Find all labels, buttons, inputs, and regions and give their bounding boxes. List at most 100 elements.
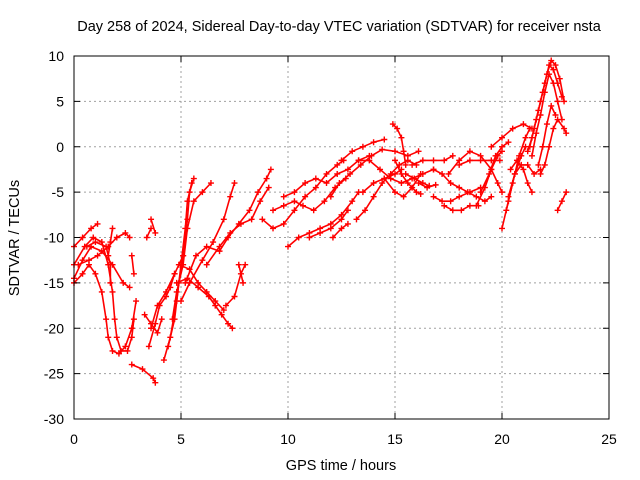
data-point	[456, 184, 463, 191]
data-point	[334, 170, 341, 177]
series-trace	[146, 227, 152, 239]
data-point	[424, 184, 431, 191]
data-point	[248, 216, 255, 223]
y-tick-label: -15	[44, 275, 64, 291]
data-point	[477, 189, 484, 196]
data-point	[240, 279, 247, 286]
series-arc-56	[528, 71, 565, 159]
data-point	[355, 157, 362, 164]
data-point	[368, 152, 375, 159]
data-point	[477, 157, 484, 164]
series-arc-19	[175, 261, 227, 314]
data-point	[103, 243, 110, 250]
series-trace	[432, 168, 493, 202]
data-point	[439, 170, 446, 177]
data-point	[323, 180, 330, 187]
data-point	[546, 143, 553, 150]
data-point	[548, 57, 555, 64]
data-point	[133, 298, 140, 305]
data-point	[107, 261, 114, 268]
series-arc-8	[128, 252, 137, 277]
data-point	[456, 193, 463, 200]
series-arc-26	[270, 175, 349, 214]
data-point	[90, 234, 97, 241]
data-point	[130, 270, 137, 277]
data-point	[216, 243, 223, 250]
x-tick-label: 25	[601, 431, 617, 447]
series-trace	[131, 363, 157, 384]
series-arc-50	[499, 143, 529, 232]
y-tick-label: -5	[52, 184, 65, 200]
series-arc-38	[392, 157, 424, 197]
y-tick-label: -30	[44, 411, 64, 427]
data-point	[550, 66, 557, 73]
series-arc-6	[83, 239, 114, 286]
data-point	[370, 193, 377, 200]
data-point	[537, 111, 544, 118]
data-point	[270, 207, 277, 214]
data-point	[400, 148, 407, 155]
data-point	[344, 166, 351, 173]
series-arc-7	[105, 225, 116, 259]
series-arc-21	[182, 166, 274, 286]
series-trace	[175, 277, 234, 330]
series-arc-53	[507, 157, 535, 196]
data-point	[88, 225, 95, 232]
data-point	[473, 202, 480, 209]
data-point	[381, 175, 388, 182]
data-point	[404, 157, 411, 164]
data-point	[173, 288, 180, 295]
data-point	[203, 288, 210, 295]
data-point	[381, 136, 388, 143]
series-arc-20	[178, 180, 238, 305]
data-point	[79, 270, 86, 277]
data-point	[447, 180, 454, 187]
data-point	[291, 189, 298, 196]
series-trace	[507, 164, 542, 198]
data-point	[190, 198, 197, 205]
series-arc-3	[71, 234, 137, 354]
data-point	[556, 75, 563, 82]
data-point	[148, 325, 155, 332]
data-point	[541, 161, 548, 168]
series-arc-29	[306, 207, 351, 241]
data-point	[285, 243, 291, 250]
data-point	[182, 279, 189, 286]
data-point	[520, 121, 527, 128]
data-point	[441, 202, 448, 209]
data-point	[231, 293, 238, 300]
data-point	[496, 157, 503, 164]
data-point	[169, 316, 176, 323]
series-arc-17	[169, 180, 214, 323]
data-point	[415, 180, 422, 187]
data-point	[190, 175, 197, 182]
data-point	[563, 130, 570, 137]
data-point	[473, 193, 480, 200]
series-trace	[171, 182, 212, 320]
series-trace	[272, 177, 347, 212]
data-point	[548, 102, 555, 109]
series-arc-40	[409, 152, 456, 168]
data-point	[128, 252, 135, 259]
data-point	[199, 189, 206, 196]
data-point	[402, 170, 409, 177]
data-point	[524, 148, 531, 155]
data-point	[449, 152, 456, 159]
data-point	[392, 189, 398, 196]
data-point	[503, 207, 510, 214]
data-point	[417, 190, 424, 197]
grid-lines	[74, 56, 609, 419]
data-point	[302, 193, 309, 200]
data-point	[432, 181, 439, 188]
data-point	[124, 347, 131, 354]
series-trace	[238, 263, 244, 284]
data-point	[344, 207, 351, 214]
data-point	[92, 239, 99, 246]
data-point	[543, 121, 550, 128]
data-point	[152, 379, 159, 386]
data-point	[173, 279, 180, 286]
series-arc-11	[143, 225, 155, 241]
x-tick-label: 10	[280, 431, 296, 447]
data-point	[218, 311, 225, 318]
series-arc-57	[535, 102, 559, 168]
